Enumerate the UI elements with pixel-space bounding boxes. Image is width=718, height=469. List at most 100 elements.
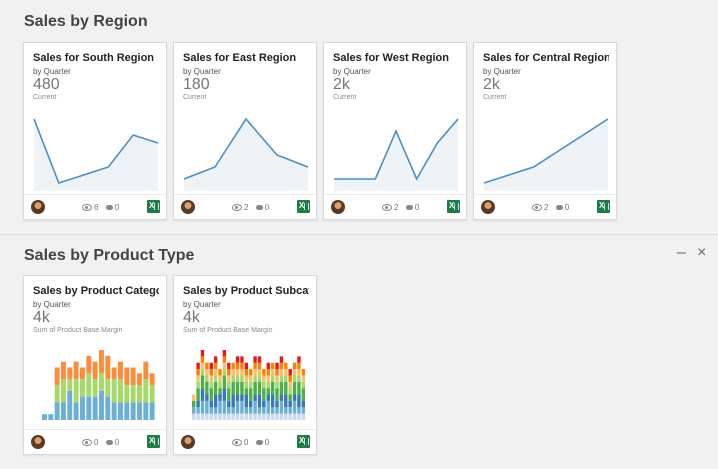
bar-segment <box>249 382 252 388</box>
bar-segment <box>245 382 248 388</box>
avatar[interactable] <box>181 200 195 214</box>
bar-segment <box>227 382 230 388</box>
bar-segment <box>258 407 261 413</box>
bar-segment <box>302 382 305 388</box>
bar-segment <box>137 385 142 403</box>
series-area <box>484 119 608 191</box>
bar-segment <box>67 379 72 391</box>
bar-segment <box>271 369 274 375</box>
bar-segment <box>258 356 261 362</box>
excel-icon[interactable] <box>297 435 310 448</box>
comment-icon <box>256 205 263 210</box>
comment-count: 0 <box>265 203 269 212</box>
bar-segment <box>249 401 252 407</box>
bar-segment <box>297 363 300 369</box>
bar-segment <box>74 403 79 421</box>
avatar[interactable] <box>31 200 45 214</box>
bar-segment <box>99 373 104 391</box>
comment-count: 0 <box>415 203 419 212</box>
close-icon[interactable]: × <box>697 244 706 262</box>
excel-icon[interactable] <box>147 200 160 213</box>
bar-segment <box>249 388 252 401</box>
bar-segment <box>214 414 217 420</box>
bar-segment <box>302 375 305 381</box>
bar-segment <box>210 369 213 375</box>
bar-segment <box>249 414 252 420</box>
bar-segment <box>192 414 195 420</box>
bar-segment <box>118 362 123 379</box>
bar-segment <box>112 403 117 421</box>
bar-segment <box>218 414 221 420</box>
avatar[interactable] <box>331 200 345 214</box>
bar-segment <box>105 379 110 397</box>
card-footer: 2 0 <box>324 194 466 219</box>
bar-segment <box>258 382 261 395</box>
bar-segment <box>249 375 252 381</box>
bar-segment <box>223 363 226 369</box>
bar-segment <box>218 395 221 401</box>
excel-icon[interactable] <box>297 200 310 213</box>
bar-segment <box>192 395 195 401</box>
section-sales-by-region: Sales by Region Sales for South Region b… <box>0 0 718 232</box>
bar-segment <box>240 401 243 414</box>
stacked-bar-chart <box>24 342 166 422</box>
view-count: 6 <box>94 203 98 212</box>
card-product-category[interactable]: Sales by Product Category by Quarter 4k … <box>23 275 167 455</box>
comment-count: 0 <box>115 203 119 212</box>
bar-segment <box>201 414 204 420</box>
bar-segment <box>236 375 239 381</box>
excel-icon[interactable] <box>597 200 610 213</box>
bar-segment <box>293 375 296 381</box>
bar-segment <box>236 369 239 375</box>
comment-count: 0 <box>115 438 119 447</box>
bar-segment <box>245 395 248 408</box>
card-west-region[interactable]: Sales for West Region by Quarter 2k Curr… <box>323 42 467 220</box>
card-product-subcategory[interactable]: Sales by Product Subcat... by Quarter 4k… <box>173 275 317 455</box>
bar-segment <box>74 379 79 402</box>
bar-segment <box>231 369 234 375</box>
bar-segment <box>196 401 199 407</box>
bar-segment <box>210 401 213 407</box>
card-title: Sales by Product Category <box>33 285 159 297</box>
bar-segment <box>253 382 256 395</box>
bar-segment <box>253 414 256 420</box>
bar-segment <box>61 403 66 421</box>
card-subtitle: by Quarter <box>33 67 71 76</box>
comment-icon <box>106 205 113 210</box>
avatar[interactable] <box>181 435 195 449</box>
bar-segment <box>74 362 79 379</box>
line-chart <box>324 109 466 195</box>
bar-segment <box>227 363 230 369</box>
bar-segment <box>214 395 217 408</box>
minimize-icon[interactable]: – <box>677 244 686 262</box>
card-east-region[interactable]: Sales for East Region by Quarter 180 Cur… <box>173 42 317 220</box>
bar-segment <box>253 363 256 369</box>
bar-segment <box>223 375 226 388</box>
eye-icon <box>232 439 242 446</box>
card-central-region[interactable]: Sales for Central Region by Quarter 2k C… <box>473 42 617 220</box>
stacked-bar-chart <box>174 342 316 422</box>
eye-icon <box>532 204 542 211</box>
bar-segment <box>262 369 265 375</box>
bar-segment <box>231 414 234 420</box>
avatar[interactable] <box>481 200 495 214</box>
bar-segment <box>288 407 291 413</box>
bar-segment <box>262 382 265 388</box>
bar-segment <box>288 388 291 394</box>
stats: 0 0 <box>232 438 269 447</box>
card-south-region[interactable]: Sales for South Region by Quarter 480 Cu… <box>23 42 167 220</box>
view-count: 0 <box>94 438 98 447</box>
avatar[interactable] <box>31 435 45 449</box>
excel-icon[interactable] <box>147 435 160 448</box>
bar-segment <box>262 401 265 407</box>
bar-segment <box>297 375 300 381</box>
line-chart <box>24 109 166 195</box>
series-area <box>184 119 308 191</box>
comment-icon <box>106 440 113 445</box>
eye-icon <box>82 204 92 211</box>
excel-icon[interactable] <box>447 200 460 213</box>
view-count: 2 <box>394 203 398 212</box>
bar-segment <box>131 385 136 403</box>
bar-segment <box>143 379 148 402</box>
bar-segment <box>302 407 305 413</box>
